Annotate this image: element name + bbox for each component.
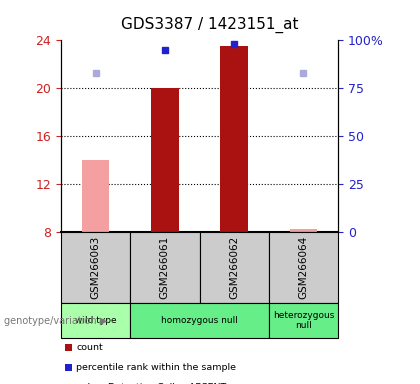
Text: homozygous null: homozygous null — [161, 316, 238, 325]
Text: GSM266061: GSM266061 — [160, 236, 170, 300]
Text: value, Detection Call = ABSENT: value, Detection Call = ABSENT — [76, 383, 226, 384]
Bar — [290, 229, 318, 232]
Bar — [82, 161, 110, 232]
Text: count: count — [76, 343, 103, 352]
Text: percentile rank within the sample: percentile rank within the sample — [76, 363, 236, 372]
Bar — [220, 46, 248, 232]
Text: GSM266062: GSM266062 — [229, 236, 239, 300]
Text: GDS3387 / 1423151_at: GDS3387 / 1423151_at — [121, 17, 299, 33]
Text: GSM266064: GSM266064 — [299, 236, 308, 300]
Text: wild type: wild type — [75, 316, 116, 325]
Text: genotype/variation ▶: genotype/variation ▶ — [4, 316, 108, 326]
Text: GSM266063: GSM266063 — [91, 236, 100, 300]
Bar — [151, 88, 179, 232]
Text: heterozygous
null: heterozygous null — [273, 311, 334, 330]
